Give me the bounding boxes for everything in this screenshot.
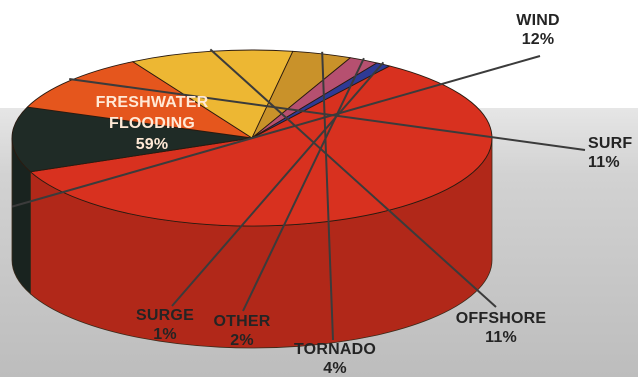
pie-sides bbox=[11, 137, 493, 349]
leader-line-other bbox=[242, 57, 365, 312]
label-freshwater-flooding: FRESHWATER FLOODING 59% bbox=[95, 94, 209, 153]
label-surf: SURF 11% bbox=[588, 135, 633, 171]
label-offshore: OFFSHORE 11% bbox=[455, 310, 547, 346]
leader-line-surf bbox=[69, 77, 586, 151]
leader-line-tornado bbox=[321, 51, 334, 341]
leader-line-offshore bbox=[209, 48, 497, 308]
label-other: OTHER 2% bbox=[213, 313, 271, 349]
pie-slice-offshore bbox=[132, 49, 294, 139]
label-tornado: TORNADO 4% bbox=[294, 341, 376, 377]
pie-slice-freshwater-flooding bbox=[29, 65, 493, 227]
pie-slice-wind bbox=[11, 106, 253, 173]
label-surge: SURGE 1% bbox=[136, 307, 194, 343]
leader-line-wind bbox=[11, 55, 541, 208]
label-leader-lines bbox=[11, 48, 586, 341]
leader-line-surge bbox=[171, 61, 385, 307]
label-wind: WIND 12% bbox=[516, 12, 560, 48]
